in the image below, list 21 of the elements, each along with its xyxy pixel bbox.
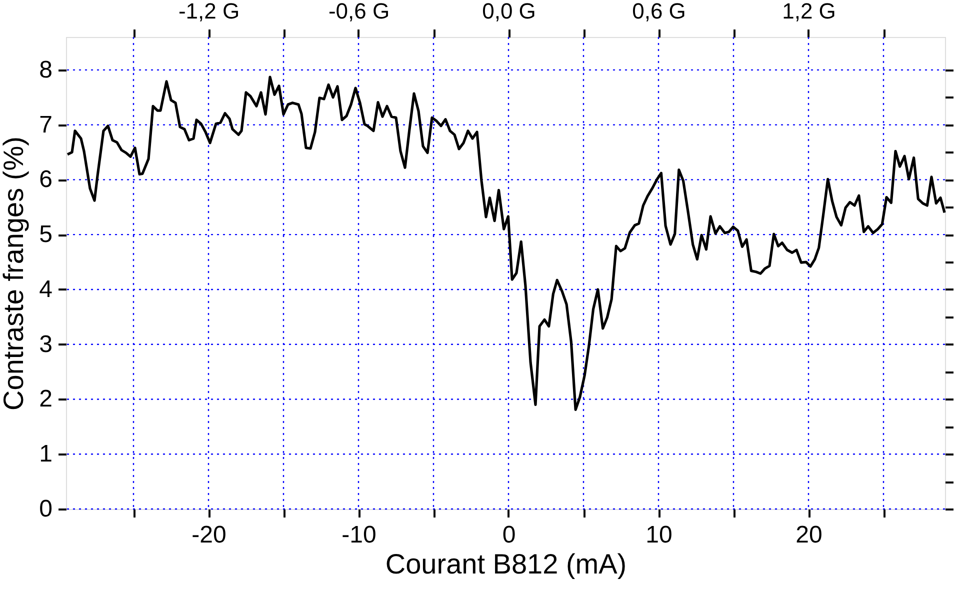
y-tick-label: 5: [39, 221, 52, 248]
y-tick-label: 3: [39, 330, 52, 358]
x2-tick-label: -1,2 G: [178, 0, 240, 24]
x-axis-title: Courant B812 (mA): [385, 548, 627, 580]
x-tick-label: -20: [192, 522, 226, 548]
x2-tick-label: 0,6 G: [632, 0, 686, 24]
x-tick-label: 10: [646, 522, 672, 548]
x-tick-label: 0: [502, 522, 516, 548]
y-tick-label: 8: [39, 56, 52, 84]
y-tick-label: 7: [39, 111, 52, 138]
x2-tick-label: -0,6 G: [328, 0, 390, 24]
x2-tick-label: 0,0 G: [482, 0, 536, 24]
y-axis-title: Contraste franges (%): [0, 136, 30, 410]
y-tick-label: 0: [39, 496, 52, 522]
y-tick-label: 6: [39, 166, 52, 194]
x2-tick-label: 1,2 G: [782, 0, 836, 24]
y-tick-label: 1: [39, 440, 52, 468]
x-tick-label: 20: [796, 522, 822, 548]
x-tick-label: -10: [342, 522, 376, 548]
y-tick-label: 2: [39, 386, 52, 413]
y-tick-label: 4: [39, 276, 52, 303]
